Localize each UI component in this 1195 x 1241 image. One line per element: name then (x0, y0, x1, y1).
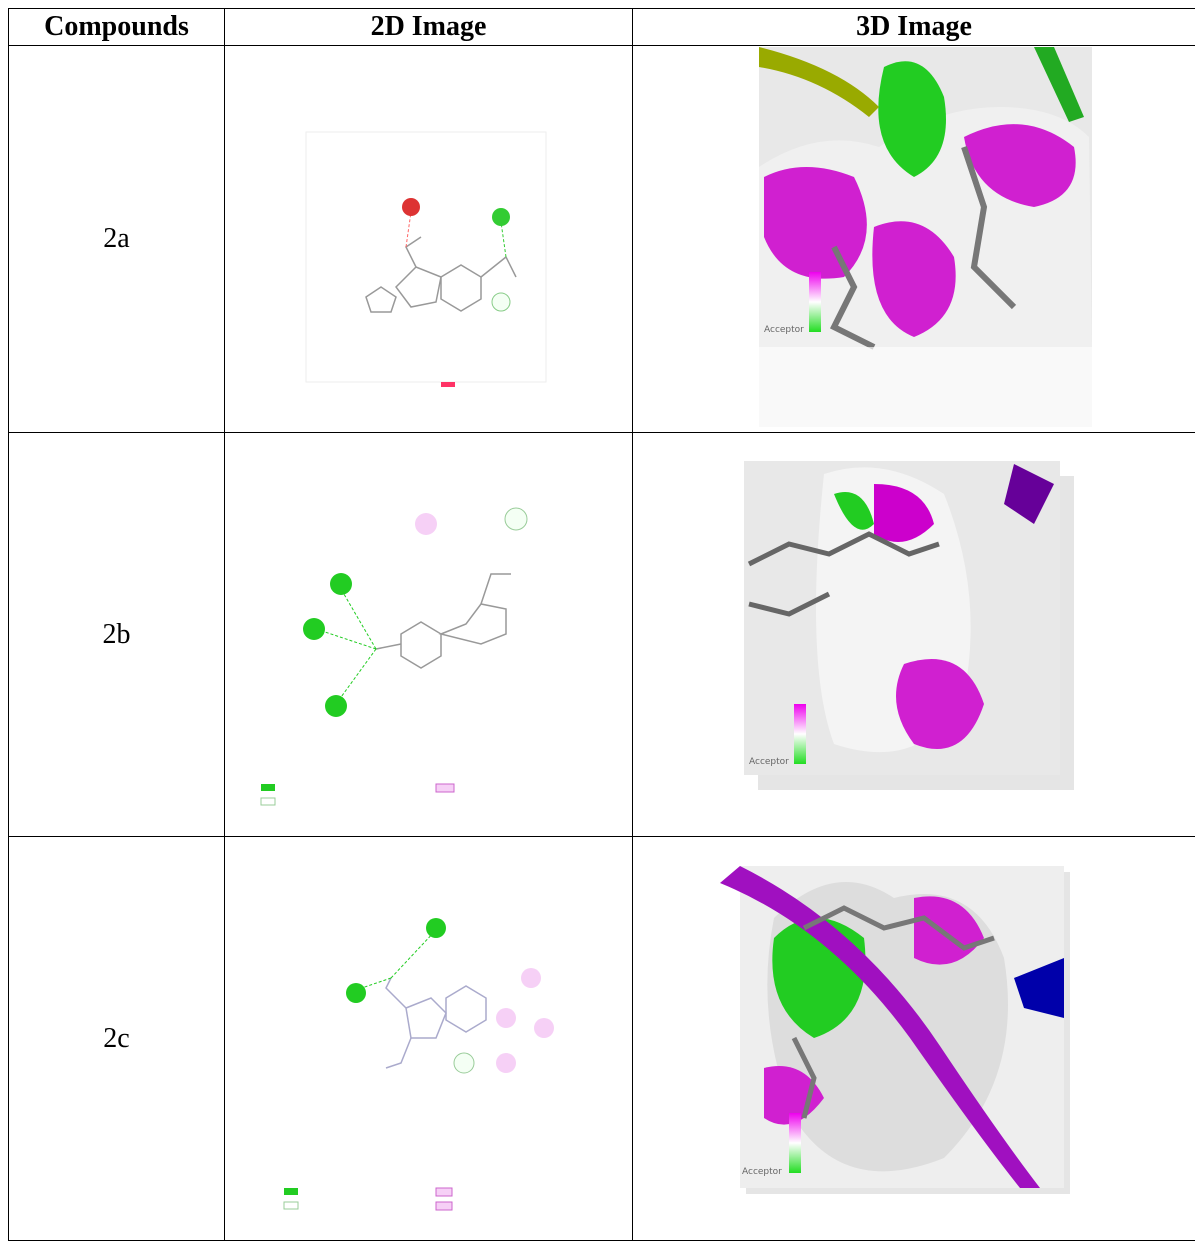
image-2d (225, 837, 633, 1241)
surface-3d: Acceptor (634, 47, 1195, 432)
diagram-2d (226, 838, 632, 1240)
header-cell: 2D Image (225, 9, 633, 46)
image-3d: Acceptor (633, 433, 1195, 837)
surface-legend: Acceptor (764, 325, 804, 335)
diagram-2d (226, 47, 632, 432)
surface-3d: Acceptor (634, 434, 1195, 836)
surface-legend: Acceptor (749, 757, 789, 767)
header-cell: 3D Image (633, 9, 1195, 46)
row: 2c (9, 837, 1195, 1241)
row: 2a (9, 46, 1195, 433)
image-2d (225, 46, 633, 433)
compound-name: 2b (9, 433, 225, 837)
page: {"table": {"header": ["Compounds", "2D I… (0, 0, 1195, 1240)
header-cell: Compounds (9, 9, 225, 46)
image-2d (225, 433, 633, 837)
surface-legend: Acceptor (742, 1167, 782, 1177)
row: 2b (9, 433, 1195, 837)
header-row: Compounds 2D Image 3D Image (9, 9, 1195, 46)
surface-3d: Acceptor (634, 838, 1195, 1240)
diagram-2d (226, 434, 632, 836)
compound-name: 2a (9, 46, 225, 433)
image-3d: Acceptor (633, 837, 1195, 1241)
docking-table: Compounds 2D Image 3D Image 2a (8, 8, 1195, 1241)
image-3d: Acceptor (633, 46, 1195, 433)
compound-name: 2c (9, 837, 225, 1241)
